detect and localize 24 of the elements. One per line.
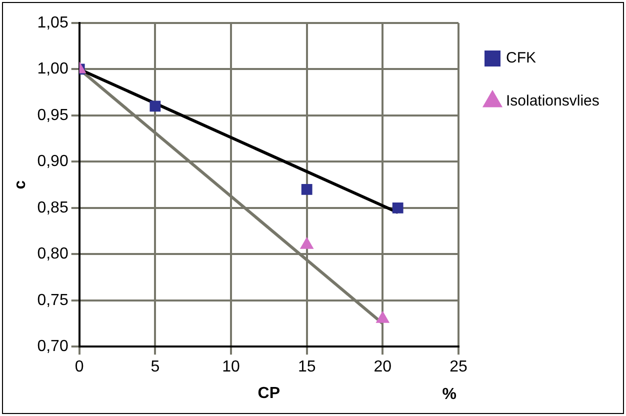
legend-label: CFK <box>506 50 536 67</box>
y-tick-label: 0,90 <box>37 153 68 170</box>
y-axis-title: c <box>12 180 30 190</box>
y-tick-label: 0,85 <box>37 199 68 216</box>
x-tick-label: 0 <box>74 358 84 376</box>
x-tick-label: 15 <box>298 358 316 376</box>
x-axis-title: CP <box>258 384 280 402</box>
y-tick-label: 0,70 <box>37 338 68 356</box>
x-tick-label: 5 <box>150 358 160 376</box>
y-tick-label: 0,80 <box>37 246 68 263</box>
legend-label: Isolationsvlies <box>506 92 600 110</box>
point <box>392 202 404 214</box>
y-tick-label: 1,05 <box>37 14 68 32</box>
point <box>150 100 161 112</box>
point <box>376 311 390 323</box>
y-tick-label: 1,00 <box>37 60 68 78</box>
y-tick-label: 0,95 <box>37 106 68 124</box>
text: % <box>442 386 456 403</box>
point <box>301 184 312 195</box>
x-tick-label: 20 <box>374 358 392 376</box>
point <box>300 237 314 249</box>
x-tick-label: 25 <box>450 358 468 376</box>
x-tick-label: 10 <box>222 358 240 376</box>
y-tick-label: 0,75 <box>37 292 68 309</box>
